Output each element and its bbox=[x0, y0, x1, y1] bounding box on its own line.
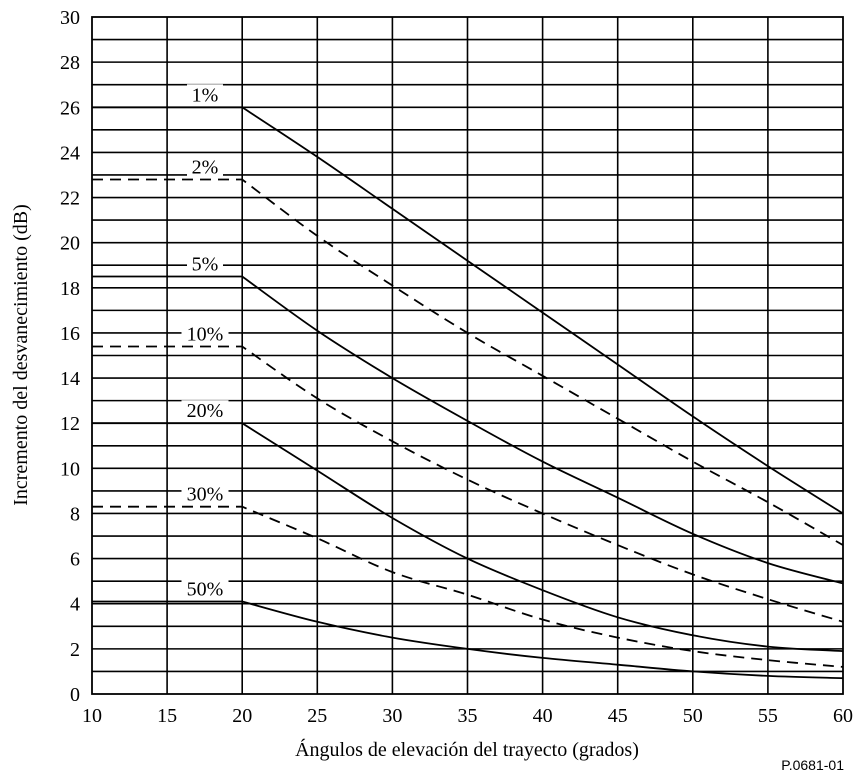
series-label-2pct: 2% bbox=[187, 156, 223, 178]
y-tick-label: 2 bbox=[70, 639, 80, 661]
x-tick-label: 30 bbox=[382, 705, 402, 727]
series-line-30pct bbox=[92, 505, 844, 668]
plot-curves bbox=[92, 106, 844, 680]
series-label-text: 30% bbox=[187, 484, 224, 506]
y-tick-label: 18 bbox=[60, 278, 80, 300]
series-line-50pct bbox=[92, 600, 844, 680]
y-axis-label: Incremento del desvanecimiento (dB) bbox=[10, 204, 32, 506]
series-label-30pct: 30% bbox=[181, 483, 229, 506]
y-tick-label: 24 bbox=[60, 142, 80, 164]
series-label-bg bbox=[181, 323, 229, 344]
series-label-bg bbox=[181, 578, 229, 599]
x-tick-label: 10 bbox=[82, 705, 102, 727]
series-label-text: 20% bbox=[187, 400, 224, 422]
series-label-text: 1% bbox=[192, 84, 219, 106]
series-line-2pct bbox=[92, 178, 844, 546]
series-label-bg bbox=[187, 156, 223, 177]
x-tick-label: 15 bbox=[157, 705, 177, 727]
series-label-1pct: 1% bbox=[187, 84, 223, 106]
series-label-20pct: 20% bbox=[181, 400, 229, 422]
y-tick-label: 8 bbox=[70, 503, 80, 525]
series-line-20pct bbox=[92, 422, 844, 652]
y-tick-label: 20 bbox=[60, 233, 80, 255]
x-tick-label: 55 bbox=[758, 705, 778, 727]
x-tick-label: 35 bbox=[458, 705, 478, 727]
y-tick-label: 0 bbox=[70, 684, 80, 706]
x-tick-label: 40 bbox=[533, 705, 553, 727]
plot-frame bbox=[91, 16, 844, 695]
y-tick-label: 28 bbox=[60, 52, 80, 74]
figure-code: P.0681-01 bbox=[781, 757, 844, 773]
y-tick-label: 30 bbox=[60, 7, 80, 29]
x-axis-label: Ángulos de elevación del trayecto (grado… bbox=[295, 738, 639, 761]
series-line-10pct bbox=[92, 345, 844, 623]
series-label-10pct: 10% bbox=[181, 323, 229, 345]
y-tick-label: 6 bbox=[70, 549, 80, 571]
series-label-5pct: 5% bbox=[187, 253, 223, 276]
series-line-1pct bbox=[92, 106, 844, 515]
series-label-bg bbox=[187, 84, 223, 105]
series-label-50pct: 50% bbox=[181, 578, 229, 600]
series-label-text: 5% bbox=[192, 254, 219, 276]
x-tick-label: 20 bbox=[232, 705, 252, 727]
x-axis-ticks: 10 15 20 25 30 35 40 45 50 55 60 bbox=[82, 705, 853, 727]
y-tick-label: 10 bbox=[60, 458, 80, 480]
series-label-bg bbox=[187, 253, 223, 274]
series-line-5pct bbox=[92, 275, 844, 585]
x-tick-label: 50 bbox=[683, 705, 703, 727]
x-tick-label: 60 bbox=[833, 705, 853, 727]
y-tick-label: 22 bbox=[60, 188, 80, 210]
series-label-text: 10% bbox=[187, 323, 224, 345]
x-tick-label: 25 bbox=[307, 705, 327, 727]
y-tick-label: 16 bbox=[60, 323, 80, 345]
x-tick-label: 45 bbox=[608, 705, 628, 727]
series-label-text: 50% bbox=[187, 578, 224, 600]
y-tick-label: 14 bbox=[60, 368, 80, 390]
series-label-bg bbox=[181, 483, 229, 504]
y-tick-label: 12 bbox=[60, 413, 80, 435]
series-label-text: 2% bbox=[192, 156, 219, 178]
series-label-bg bbox=[181, 400, 229, 421]
y-tick-label: 4 bbox=[70, 594, 80, 616]
y-tick-label: 26 bbox=[60, 97, 80, 119]
series-labels: 1% 2% 5% 10% 20% 30% 50% bbox=[181, 84, 229, 600]
